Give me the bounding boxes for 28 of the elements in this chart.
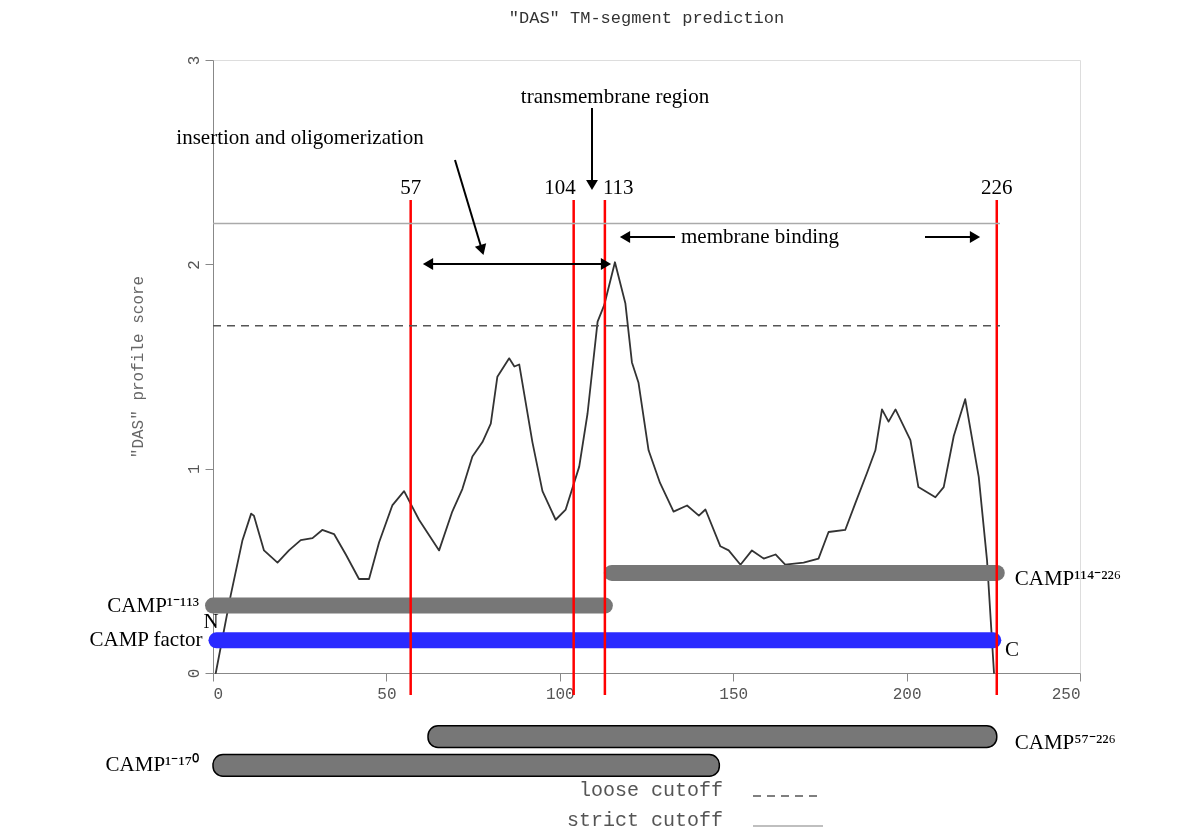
- annotation: N: [203, 609, 219, 633]
- series-label: CAMP¹⁻¹¹³: [107, 592, 199, 617]
- y-axis-title: "DAS" profile score: [129, 275, 148, 459]
- legend-label: strict cutoff: [566, 809, 723, 832]
- ref-line-label: 57: [400, 175, 422, 199]
- y-tick-label: 3: [185, 55, 204, 66]
- series-label: CAMP factor: [89, 627, 203, 652]
- y-tick-label: 2: [185, 260, 204, 270]
- annotation: transmembrane region: [520, 84, 710, 108]
- x-tick-label: 100: [545, 685, 575, 704]
- legend-label: loose cutoff: [578, 779, 723, 802]
- x-tick-label: 150: [719, 685, 749, 704]
- y-tick-label: CAMP⁵⁷⁻²²⁶: [1014, 729, 1116, 754]
- ref-line-label: 226: [981, 175, 1013, 199]
- annotation: C: [1004, 637, 1020, 661]
- y-tick-label: CAMP¹⁻¹⁷⁰: [105, 752, 199, 777]
- y-tick-label: 0: [185, 668, 204, 679]
- ref-line-label: 104: [544, 175, 577, 199]
- annotation: membrane binding: [680, 224, 840, 248]
- y-tick-label: 1: [185, 464, 204, 474]
- x-tick-label: 50: [377, 685, 397, 704]
- series-label: CAMP¹¹⁴⁻²²⁶: [1014, 565, 1122, 590]
- x-tick-label: 200: [892, 685, 922, 704]
- annotation: insertion and oligomerization: [176, 125, 425, 149]
- x-tick-label: 250: [1051, 685, 1081, 704]
- ref-line-label: 113: [602, 175, 634, 199]
- x-tick-label: 0: [213, 685, 224, 704]
- chart-title: "DAS" TM-segment prediction: [508, 9, 785, 29]
